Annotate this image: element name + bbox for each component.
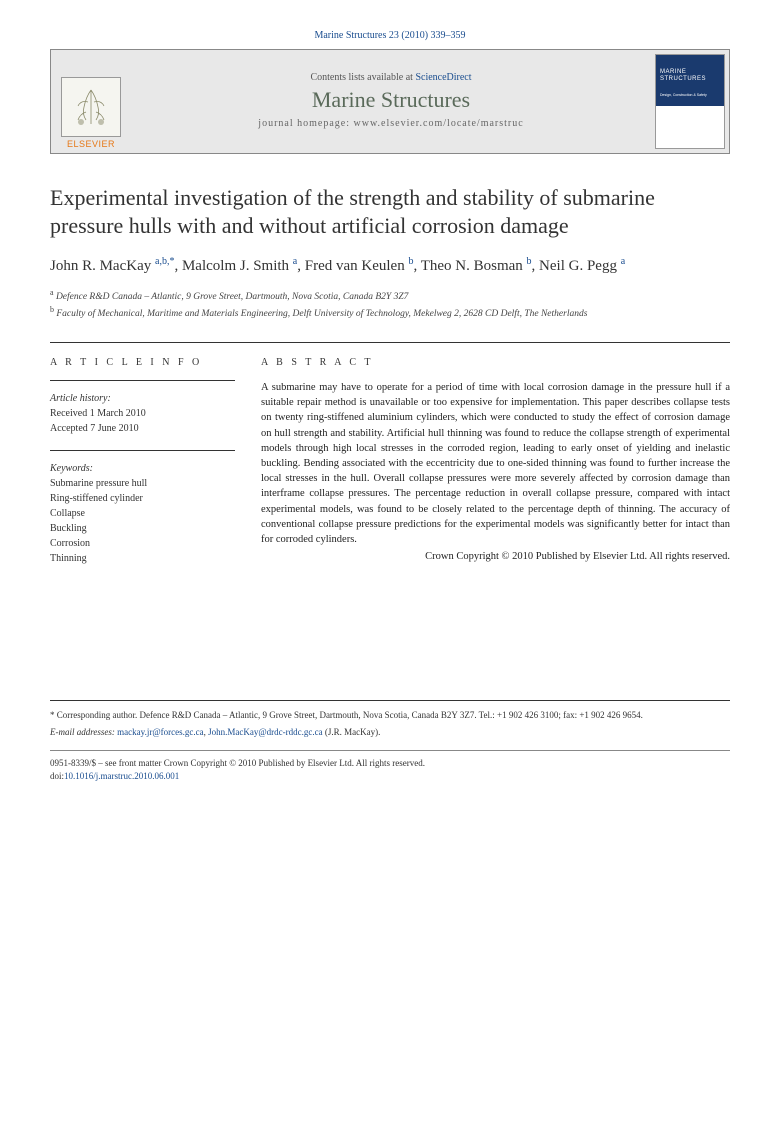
abstract-text: A submarine may have to operate for a pe… — [261, 380, 730, 547]
abstract-copyright: Crown Copyright © 2010 Published by Else… — [261, 549, 730, 564]
footer-block: * Corresponding author. Defence R&D Cana… — [50, 700, 730, 782]
author: Theo N. Bosman b — [421, 258, 532, 274]
sciencedirect-link[interactable]: ScienceDirect — [415, 72, 471, 83]
contents-prefix: Contents lists available at — [310, 72, 415, 83]
keyword: Corrosion — [50, 536, 235, 551]
email-label: E-mail addresses: — [50, 727, 117, 737]
corr-text: Defence R&D Canada – Atlantic, 9 Grove S… — [140, 710, 643, 720]
divider — [50, 450, 235, 451]
citation-header: Marine Structures 23 (2010) 339–359 — [50, 30, 730, 41]
journal-name: Marine Structures — [312, 87, 470, 113]
keyword: Thinning — [50, 551, 235, 566]
article-info-heading: A R T I C L E I N F O — [50, 357, 235, 368]
author: John R. MacKay a,b,* — [50, 258, 174, 274]
abstract-heading: A B S T R A C T — [261, 357, 730, 368]
homepage-url: www.elsevier.com/locate/marstruc — [354, 118, 524, 129]
article-history: Article history: Received 1 March 2010 A… — [50, 391, 235, 436]
doi-label: doi: — [50, 771, 64, 781]
corr-label: * Corresponding author. — [50, 710, 140, 720]
author-list: John R. MacKay a,b,*, Malcolm J. Smith a… — [50, 255, 730, 277]
keyword: Collapse — [50, 506, 235, 521]
author: Neil G. Pegg a — [539, 258, 625, 274]
journal-banner: ELSEVIER Contents lists available at Sci… — [50, 49, 730, 154]
email-link-2[interactable]: John.MacKay@drdc-rddc.gc.ca — [208, 727, 323, 737]
cover-thumbnail-block: MARINE STRUCTURES Design, Construction &… — [651, 50, 729, 153]
keywords-block: Keywords: Submarine pressure hullRing-st… — [50, 461, 235, 566]
keywords-label: Keywords: — [50, 461, 235, 476]
abstract-column: A B S T R A C T A submarine may have to … — [261, 357, 730, 580]
info-abstract-row: A R T I C L E I N F O Article history: R… — [50, 342, 730, 580]
issn-line: 0951-8339/$ – see front matter Crown Cop… — [50, 757, 730, 770]
doi-link[interactable]: 10.1016/j.marstruc.2010.06.001 — [64, 771, 179, 781]
affiliations: a Defence R&D Canada – Atlantic, 9 Grove… — [50, 287, 730, 322]
article-info-column: A R T I C L E I N F O Article history: R… — [50, 357, 235, 580]
divider — [50, 380, 235, 381]
homepage-prefix: journal homepage: — [258, 118, 353, 129]
publisher-block: ELSEVIER — [51, 50, 131, 153]
email-line: E-mail addresses: mackay.jr@forces.gc.ca… — [50, 726, 730, 740]
footer-meta: 0951-8339/$ – see front matter Crown Cop… — [50, 750, 730, 782]
corresponding-author: * Corresponding author. Defence R&D Cana… — [50, 709, 730, 723]
history-label: Article history: — [50, 391, 235, 406]
elsevier-tree-icon — [61, 77, 121, 137]
email-attrib: (J.R. MacKay). — [323, 727, 381, 737]
email-link-1[interactable]: mackay.jr@forces.gc.ca — [117, 727, 203, 737]
doi-line: doi:10.1016/j.marstruc.2010.06.001 — [50, 770, 730, 783]
author: Fred van Keulen b — [305, 258, 414, 274]
contents-available: Contents lists available at ScienceDirec… — [310, 72, 471, 83]
affiliation-a: a Defence R&D Canada – Atlantic, 9 Grove… — [50, 287, 730, 304]
cover-subtitle: Design, Construction & Safety — [660, 93, 720, 97]
keyword: Submarine pressure hull — [50, 476, 235, 491]
affiliation-b: b Faculty of Mechanical, Maritime and Ma… — [50, 304, 730, 321]
cover-title: MARINE STRUCTURES — [660, 69, 720, 82]
article-title: Experimental investigation of the streng… — [50, 184, 730, 239]
banner-center: Contents lists available at ScienceDirec… — [131, 50, 651, 153]
keyword: Buckling — [50, 521, 235, 536]
journal-cover-icon: MARINE STRUCTURES Design, Construction &… — [655, 54, 725, 149]
publisher-name: ELSEVIER — [67, 139, 115, 149]
accepted-date: Accepted 7 June 2010 — [50, 421, 235, 436]
author: Malcolm J. Smith a — [182, 258, 297, 274]
journal-homepage: journal homepage: www.elsevier.com/locat… — [258, 117, 523, 131]
keyword: Ring-stiffened cylinder — [50, 491, 235, 506]
received-date: Received 1 March 2010 — [50, 406, 235, 421]
